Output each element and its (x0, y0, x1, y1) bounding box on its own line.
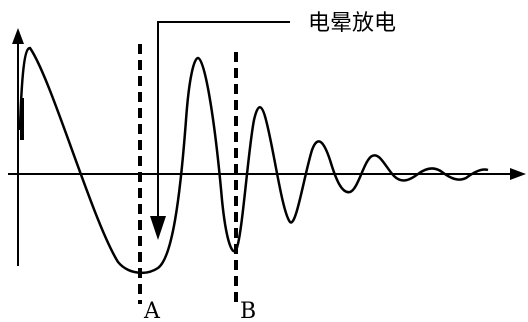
marker-label-a: A (143, 299, 161, 322)
y-axis-arrow (12, 28, 24, 44)
waveform-curve (18, 46, 489, 275)
marker-label-b: B (240, 299, 256, 322)
callout-arrowhead (150, 216, 166, 240)
callout-leader (157, 21, 290, 218)
callout-label: 电晕放电 (308, 11, 396, 36)
x-axis-arrow (510, 168, 526, 180)
